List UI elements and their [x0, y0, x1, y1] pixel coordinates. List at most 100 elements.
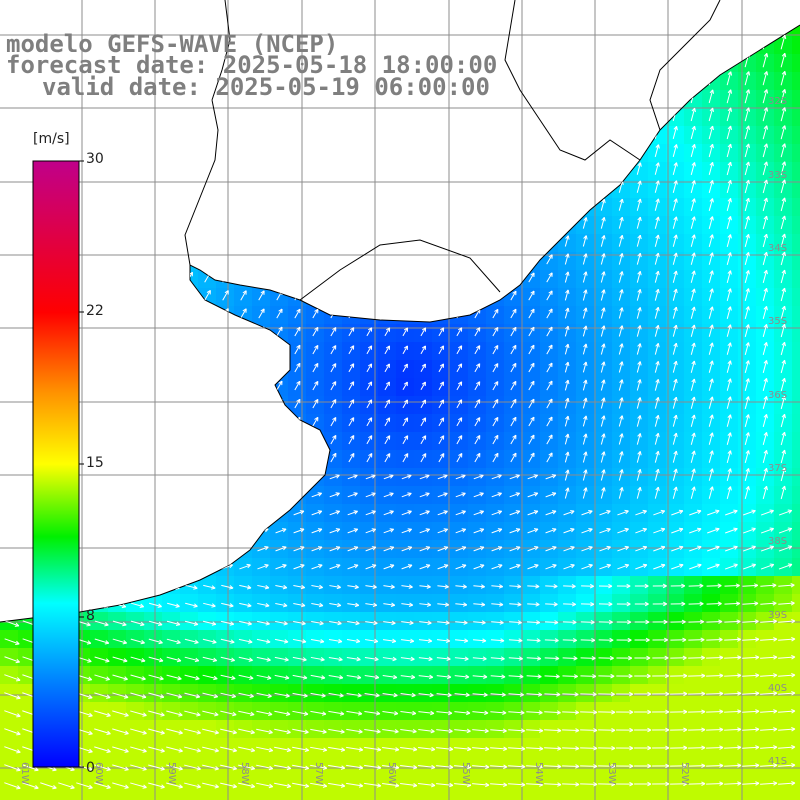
- wind-arrow: [348, 1, 355, 12]
- wind-arrow: [420, 25, 428, 31]
- wind-arrow: [618, 90, 624, 104]
- wind-arrow: [150, 271, 158, 283]
- wind-arrow: [438, 345, 445, 355]
- wind-arrow: [402, 363, 408, 373]
- wind-arrow: [780, 107, 787, 122]
- wind-arrow: [420, 254, 427, 265]
- wind-arrow: [311, 510, 323, 516]
- wind-arrow: [239, 528, 251, 534]
- wind-arrow: [239, 492, 251, 498]
- wind-arrow: [130, 620, 145, 627]
- wind-arrow: [526, 656, 542, 661]
- wind-arrow: [383, 564, 395, 570]
- wind-arrow: [275, 546, 287, 552]
- wind-arrow: [418, 674, 434, 680]
- wind-arrow: [688, 601, 704, 607]
- wind-arrow: [526, 728, 544, 733]
- wind-arrow: [636, 307, 642, 319]
- wind-arrow: [258, 290, 265, 301]
- wind-arrow: [744, 25, 750, 32]
- wind-arrow: [22, 764, 39, 772]
- wind-arrow: [294, 145, 302, 157]
- wind-arrow: [456, 363, 463, 373]
- wind-arrow: [778, 527, 793, 534]
- wind-arrow: [456, 254, 463, 265]
- wind-arrow: [312, 254, 319, 265]
- wind-arrow: [744, 179, 750, 194]
- wind-arrow: [637, 0, 641, 13]
- wind-arrow: [600, 198, 606, 211]
- wind-arrow: [545, 474, 557, 480]
- wind-arrow: [672, 125, 678, 140]
- wind-arrow: [618, 253, 624, 265]
- wind-arrow: [294, 127, 302, 139]
- wind-arrow: [294, 398, 301, 409]
- wind-arrow: [240, 217, 247, 229]
- wind-arrow: [544, 710, 561, 715]
- wind-arrow: [490, 692, 506, 697]
- wind-arrow: [113, 491, 126, 498]
- wind-arrow: [510, 36, 518, 49]
- wind-arrow: [114, 162, 122, 175]
- wind-arrow: [510, 380, 517, 391]
- wind-arrow: [598, 727, 616, 733]
- wind-arrow: [492, 109, 500, 121]
- colorbar-tick-8: 8: [86, 608, 95, 624]
- wind-arrow: [384, 182, 391, 193]
- wind-arrow: [114, 199, 122, 211]
- wind-arrow: [708, 468, 714, 481]
- wind-arrow: [131, 527, 144, 534]
- wind-arrow: [114, 307, 122, 319]
- wind-arrow: [294, 434, 301, 445]
- wind-arrow: [348, 272, 355, 283]
- wind-arrow: [167, 491, 179, 498]
- wind-arrow: [364, 692, 380, 698]
- wind-arrow: [510, 109, 518, 121]
- wind-arrow: [724, 727, 742, 732]
- wind-arrow: [166, 674, 182, 681]
- wind-arrow: [185, 602, 198, 608]
- wind-arrow: [114, 361, 122, 373]
- wind-arrow: [780, 305, 786, 320]
- wind-arrow: [401, 510, 412, 516]
- wind-arrow: [618, 162, 624, 175]
- wind-arrow: [527, 528, 539, 534]
- wind-arrow: [238, 782, 256, 789]
- wind-arrow: [347, 474, 358, 480]
- wind-arrow: [402, 435, 409, 445]
- wind-arrow: [654, 252, 660, 265]
- wind-arrow: [95, 108, 104, 121]
- wind-arrow: [546, 163, 554, 175]
- wind-arrow: [4, 602, 19, 609]
- wind-arrow: [131, 563, 144, 570]
- wind-arrow: [455, 564, 467, 570]
- wind-arrow: [582, 343, 588, 355]
- wind-arrow: [382, 638, 397, 644]
- wind-arrow: [726, 71, 733, 86]
- wind-arrow: [204, 217, 212, 229]
- wind-arrow: [168, 289, 176, 301]
- wind-arrow: [581, 601, 595, 607]
- wind-arrow: [5, 89, 15, 104]
- wind-arrow: [744, 342, 750, 355]
- wind-arrow: [456, 200, 463, 211]
- wind-arrow: [582, 53, 588, 68]
- wind-arrow: [186, 379, 193, 391]
- wind-arrow: [580, 637, 596, 643]
- wind-arrow: [634, 709, 652, 715]
- wind-arrow: [582, 451, 588, 463]
- wind-arrow: [565, 0, 569, 13]
- wind-arrow: [184, 620, 199, 626]
- wind-arrow: [760, 763, 778, 768]
- wind-arrow: [329, 584, 341, 590]
- wind-arrow: [474, 127, 482, 139]
- wind-arrow: [347, 492, 358, 498]
- wind-arrow: [708, 306, 714, 319]
- wind-arrow: [724, 673, 742, 678]
- wind-arrow: [600, 90, 606, 103]
- wind-arrow: [726, 35, 733, 50]
- wind-arrow: [616, 781, 634, 787]
- wind-arrow: [240, 127, 248, 139]
- wind-arrow: [474, 435, 481, 445]
- wind-arrow: [744, 270, 750, 284]
